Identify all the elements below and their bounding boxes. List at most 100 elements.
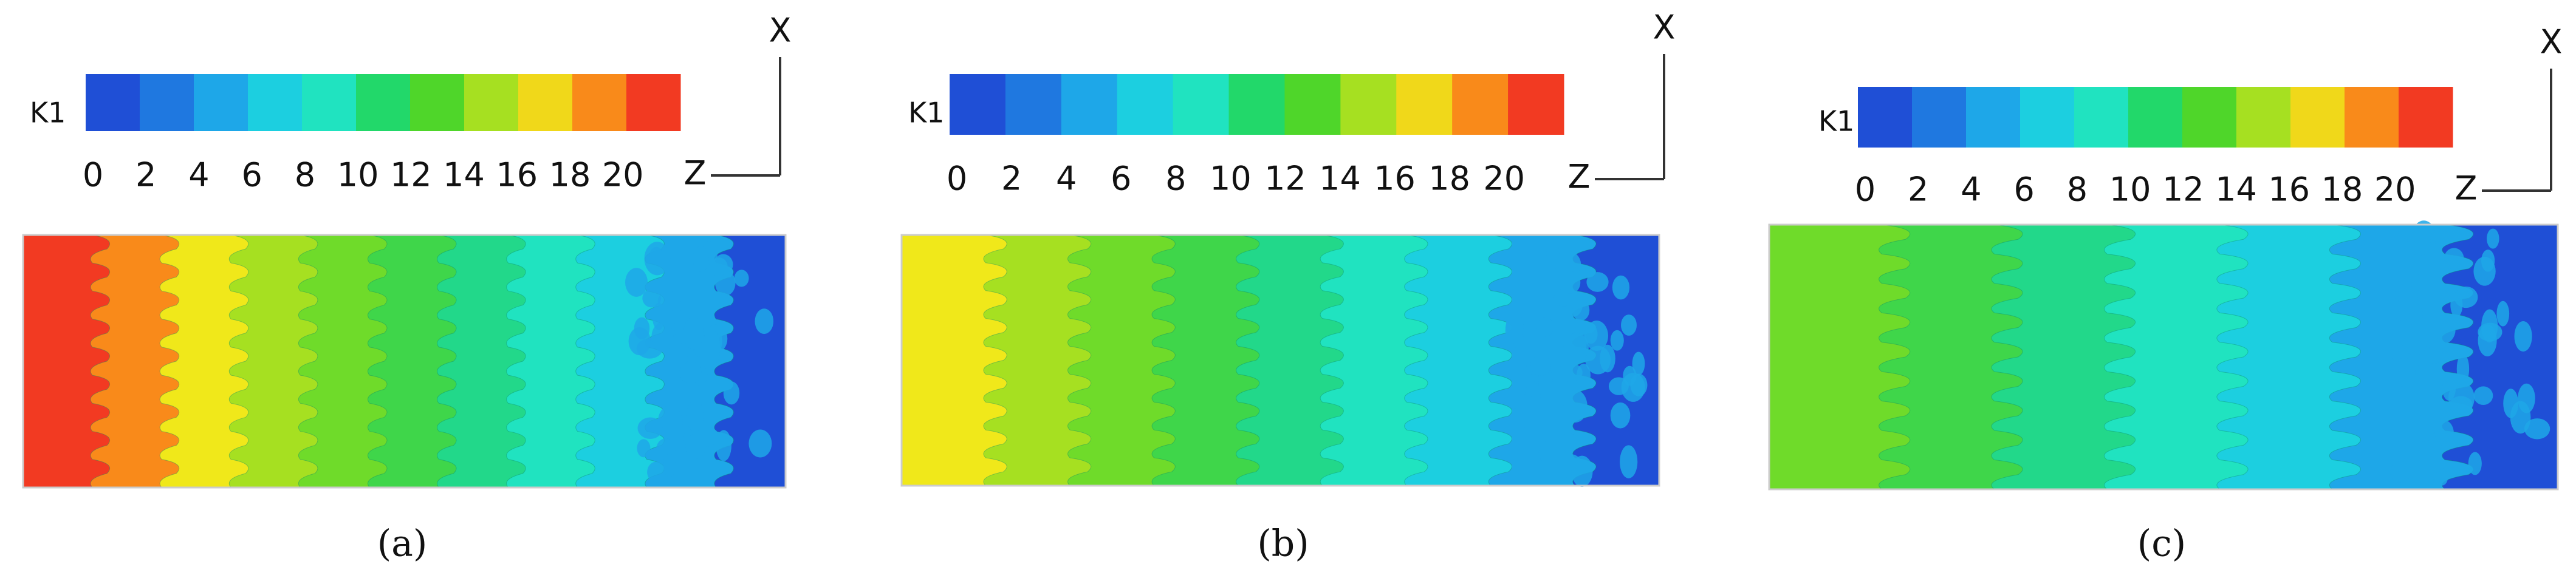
contour-frame	[22, 234, 787, 489]
contour-spot	[1630, 373, 1648, 396]
contour-spot	[642, 288, 662, 308]
colorbar-segment	[2345, 87, 2399, 148]
colorbar-segment	[2020, 87, 2075, 148]
contour-spot	[657, 291, 681, 311]
colorbar-tick-label: 20	[602, 156, 644, 194]
colorbar-tick-label: 6	[1111, 160, 1131, 198]
colorbar-tick-label: 10	[337, 156, 379, 194]
colorbar-segment	[86, 74, 140, 131]
colorbar-segment	[572, 74, 627, 131]
colorbar-tick-label: 14	[1319, 160, 1361, 198]
colorbar-segment	[302, 74, 357, 131]
colorbar-segment	[2399, 87, 2453, 148]
colorbar-tick-label: 12	[1264, 160, 1306, 198]
colorbar-tick-label: 20	[1483, 160, 1525, 198]
colorbar-segment	[2236, 87, 2291, 148]
contour-spot	[2429, 338, 2443, 364]
colorbar-tick-label: 4	[188, 156, 209, 194]
caption: (b)	[1257, 523, 1309, 565]
contour-spot	[1586, 272, 1609, 292]
contour-spot	[1563, 333, 1589, 362]
colorbar-tick-label: 4	[1056, 160, 1077, 198]
contour-spot	[2468, 452, 2482, 475]
contour-spot	[625, 268, 648, 297]
contour-spot	[2478, 322, 2502, 342]
contour-spot	[1557, 362, 1583, 382]
colorbar-segment	[1173, 74, 1230, 135]
contour-spot	[686, 399, 704, 432]
colorbar-segment	[1117, 74, 1174, 135]
colorbar-segment	[1966, 87, 2021, 148]
colorbar-segment	[1396, 74, 1453, 135]
caption: (c)	[2137, 523, 2186, 565]
contour-spot	[657, 405, 683, 439]
colorbar-segment	[518, 74, 573, 131]
contour-spot	[2487, 228, 2499, 249]
colorbar-tick-label: 14	[443, 156, 485, 194]
contour-spot	[683, 317, 704, 350]
colorbar-tick-label: 8	[2067, 171, 2088, 209]
colorbar-tick-label: 4	[1961, 171, 1981, 209]
contour-spot	[2503, 389, 2519, 418]
colorbar-segment	[2182, 87, 2237, 148]
contour-band	[22, 234, 111, 488]
contour-spot	[2409, 304, 2423, 328]
contour-spot	[1610, 330, 1624, 351]
axis-label-z: Z	[684, 154, 707, 192]
colorbar-tick-label: 12	[2162, 171, 2204, 209]
colorbar-segment	[1508, 74, 1564, 135]
panel: K1 0 2 4 6 8 10 12 14 16 18 20 X Z (a)	[22, 12, 792, 565]
contour-spot	[2403, 336, 2427, 355]
colorbar-tick-label: 8	[1165, 160, 1186, 198]
contour-spot	[1600, 344, 1615, 373]
contour-spot	[2436, 468, 2448, 486]
contour-spot	[2404, 260, 2419, 283]
contour-spot	[1612, 275, 1630, 300]
contour-spot	[716, 430, 731, 461]
colorbar-segment	[626, 74, 681, 131]
contour-spot	[2444, 248, 2464, 270]
contour-spot	[1560, 433, 1578, 452]
colorbar-segment	[1228, 74, 1285, 135]
contour-spot	[2456, 353, 2470, 384]
contour-spot	[1561, 271, 1581, 294]
colorbar-tick-label: 2	[1001, 160, 1022, 198]
colorbar-tick-label: 8	[295, 156, 315, 194]
colorbar-tick-label: 16	[2268, 171, 2310, 209]
colorbar-segment	[356, 74, 411, 131]
contour-spot	[663, 454, 676, 477]
colorbar-label: K1	[1818, 105, 1854, 138]
colorbar-tick-label: 0	[83, 156, 103, 194]
colorbar-label: K1	[908, 97, 944, 129]
colorbar-tick-label: 0	[1855, 171, 1875, 209]
panel: K10 2 4 6 8 10 12 14 16 18 20 X Z (b)	[900, 8, 1676, 565]
contour-frame	[900, 234, 1660, 487]
contour-spot	[1506, 310, 1524, 344]
contour-spot	[2393, 358, 2416, 387]
colorbar-segment	[1284, 74, 1341, 135]
colorbar-tick-label: 16	[496, 156, 538, 194]
colorbar-segment	[2290, 87, 2345, 148]
colorbar-segment	[950, 74, 1006, 135]
contour-spot	[710, 257, 728, 276]
colorbar-tick-label: 20	[2374, 171, 2416, 209]
colorbar-segment	[1858, 87, 1913, 148]
colorbar-tick-label: 10	[1210, 160, 1252, 198]
contour-spot	[693, 246, 709, 272]
colorbar-segment	[464, 74, 519, 131]
axis-label-z: Z	[2455, 169, 2478, 208]
contour-spot	[2442, 376, 2456, 401]
colorbar-tick-label: 12	[390, 156, 432, 194]
contour-spot	[634, 317, 650, 339]
contour-spot	[647, 461, 666, 483]
contour-spot	[1584, 324, 1598, 344]
contour-spot	[1536, 317, 1554, 337]
contour-spot	[1608, 377, 1629, 395]
contour-spot	[2422, 363, 2443, 382]
contour-spot	[2514, 321, 2532, 352]
colorbar-label: K1	[30, 97, 66, 129]
contour-spot	[2496, 301, 2510, 327]
colorbar-segment	[1452, 74, 1509, 135]
contour-spot	[637, 417, 663, 439]
contour-spot	[2473, 256, 2496, 286]
